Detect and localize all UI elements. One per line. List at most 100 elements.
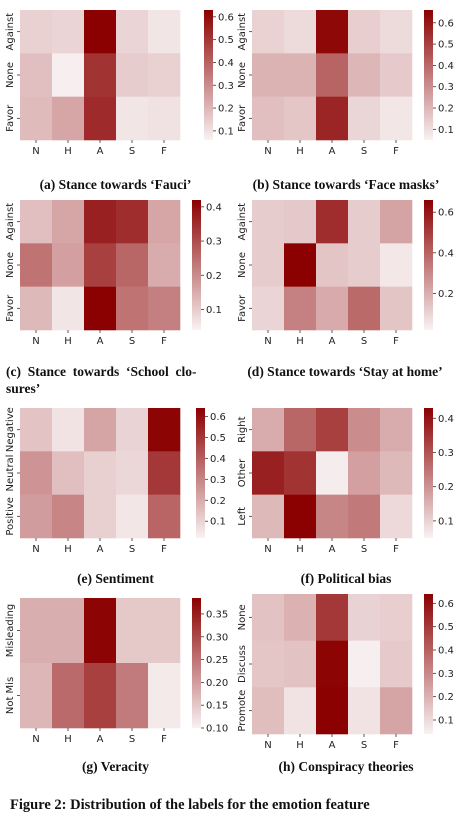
heatmap-cell xyxy=(116,663,149,729)
heatmap-cell xyxy=(316,408,349,452)
colorbar-tick-label: 0.2 xyxy=(210,496,226,507)
heatmap-cell xyxy=(316,243,349,287)
heatmap-cell xyxy=(52,663,85,729)
y-tick-label: Against xyxy=(5,13,16,51)
x-tick-label: H xyxy=(64,544,72,555)
heatmap-cell xyxy=(252,200,285,244)
heatmap-cell xyxy=(380,451,413,495)
colorbar-tick-label: 0.6 xyxy=(438,18,454,29)
colorbar-tick-label: 0.4 xyxy=(438,414,454,425)
heatmap-cell xyxy=(84,200,117,244)
heatmap-cell xyxy=(148,243,181,287)
colorbar-tick-label: 0.2 xyxy=(438,482,454,493)
x-tick-label: F xyxy=(161,544,167,555)
x-tick-label: A xyxy=(329,336,336,347)
heatmap-cell xyxy=(116,200,149,244)
y-tick-label: Favor xyxy=(237,104,248,132)
heatmap-cell xyxy=(84,96,117,141)
heatmap-cell xyxy=(316,10,349,54)
x-tick-label: S xyxy=(129,336,135,347)
x-tick-label: F xyxy=(393,740,399,751)
heatmap-cell xyxy=(348,494,381,539)
colorbar xyxy=(204,10,213,140)
heatmap-cell xyxy=(20,10,53,54)
heatmap-cell xyxy=(284,408,317,452)
x-tick-label: N xyxy=(32,336,39,347)
colorbar-tick-label: 0.5 xyxy=(438,622,454,633)
colorbar-tick-label: 0.35 xyxy=(206,609,228,620)
colorbar-tick-label: 0.6 xyxy=(438,208,454,219)
colorbar-tick-label: 0.4 xyxy=(438,646,454,657)
heatmap-cell xyxy=(316,494,349,539)
x-tick-label: A xyxy=(97,544,104,555)
heatmap-cell xyxy=(116,408,149,452)
heatmap-cell xyxy=(252,408,285,452)
heatmap-cell xyxy=(380,494,413,539)
heatmap-cell xyxy=(252,243,285,287)
y-tick-label: Left xyxy=(237,507,248,526)
colorbar-tick-label: 0.10 xyxy=(206,724,228,735)
x-tick-label: A xyxy=(97,336,104,347)
x-tick-label: N xyxy=(32,734,39,745)
heatmap-cell xyxy=(252,451,285,495)
x-tick-label: S xyxy=(361,544,367,555)
x-tick-label: N xyxy=(264,336,271,347)
heatmap-cell xyxy=(52,10,85,54)
heatmap-cell xyxy=(284,96,317,141)
heatmap-cell xyxy=(348,10,381,54)
colorbar-tick-label: 0.5 xyxy=(218,35,234,46)
x-tick-label: A xyxy=(97,146,104,157)
y-tick-label: Favor xyxy=(237,294,248,322)
y-tick-label: None xyxy=(237,604,248,630)
y-tick-label: Positive xyxy=(5,497,16,536)
heatmap-cell xyxy=(284,53,317,97)
heatmap-panel-c: N H A S F Against None Favor 0.1 0.2 0.3 0.4 xyxy=(5,200,222,347)
heatmap-cell xyxy=(52,53,85,97)
heatmap-cell xyxy=(116,286,149,331)
x-tick-label: S xyxy=(361,336,367,347)
heatmap-cell xyxy=(348,594,381,641)
heatmap-cell xyxy=(20,598,53,664)
heatmap-panel-b: N H A S F Against None Favor 0.1 0.2 0.3 0.4 0.5 0.6 xyxy=(237,10,454,157)
heatmap-cell xyxy=(20,408,53,452)
heatmap-cell xyxy=(84,598,117,664)
colorbar xyxy=(192,598,201,728)
colorbar xyxy=(424,10,433,140)
heatmap-cell xyxy=(52,598,85,664)
heatmap-cell xyxy=(252,687,285,735)
x-tick-label: N xyxy=(264,146,271,157)
caption-panel-h: (h) Conspiracy theories xyxy=(278,759,414,774)
colorbar xyxy=(192,200,201,330)
heatmap-cell xyxy=(116,10,149,54)
heatmap-cell xyxy=(316,53,349,97)
heatmap-cell xyxy=(380,243,413,287)
heatmap-cell xyxy=(84,408,117,452)
heatmap-cell xyxy=(316,200,349,244)
heatmap-cell xyxy=(284,200,317,244)
y-tick-label: None xyxy=(237,252,248,278)
x-tick-label: H xyxy=(296,146,304,157)
colorbar-tick-label: 0.4 xyxy=(210,454,226,465)
colorbar-tick-label: 0.6 xyxy=(438,599,454,610)
x-tick-label: H xyxy=(64,146,72,157)
heatmap-cell xyxy=(20,96,53,141)
heatmap-cell xyxy=(20,663,53,729)
y-tick-label: None xyxy=(5,252,16,278)
heatmap-cell xyxy=(148,96,181,141)
heatmap-cell xyxy=(148,10,181,54)
heatmap-panel-g: N H A S F Misleading Not Mis 0.10 0.15 0.20 0.25 0.… xyxy=(5,598,228,745)
figure-caption: Figure 2: Distribution of the labels for… xyxy=(10,797,370,813)
heatmap-cell xyxy=(252,10,285,54)
heatmap-panel-d: N H A S F Against None Favor 0.2 0.4 0.6 xyxy=(237,200,454,347)
heatmap-cell xyxy=(148,286,181,331)
y-tick-label: Other xyxy=(237,458,248,487)
heatmap-cell xyxy=(52,451,85,495)
heatmap-cell xyxy=(316,451,349,495)
heatmap-cell xyxy=(52,286,85,331)
y-tick-label: Against xyxy=(237,203,248,241)
heatmap-cell xyxy=(148,494,181,539)
heatmap-cell xyxy=(20,451,53,495)
x-tick-label: A xyxy=(329,740,336,751)
heatmap-cell xyxy=(380,640,413,688)
